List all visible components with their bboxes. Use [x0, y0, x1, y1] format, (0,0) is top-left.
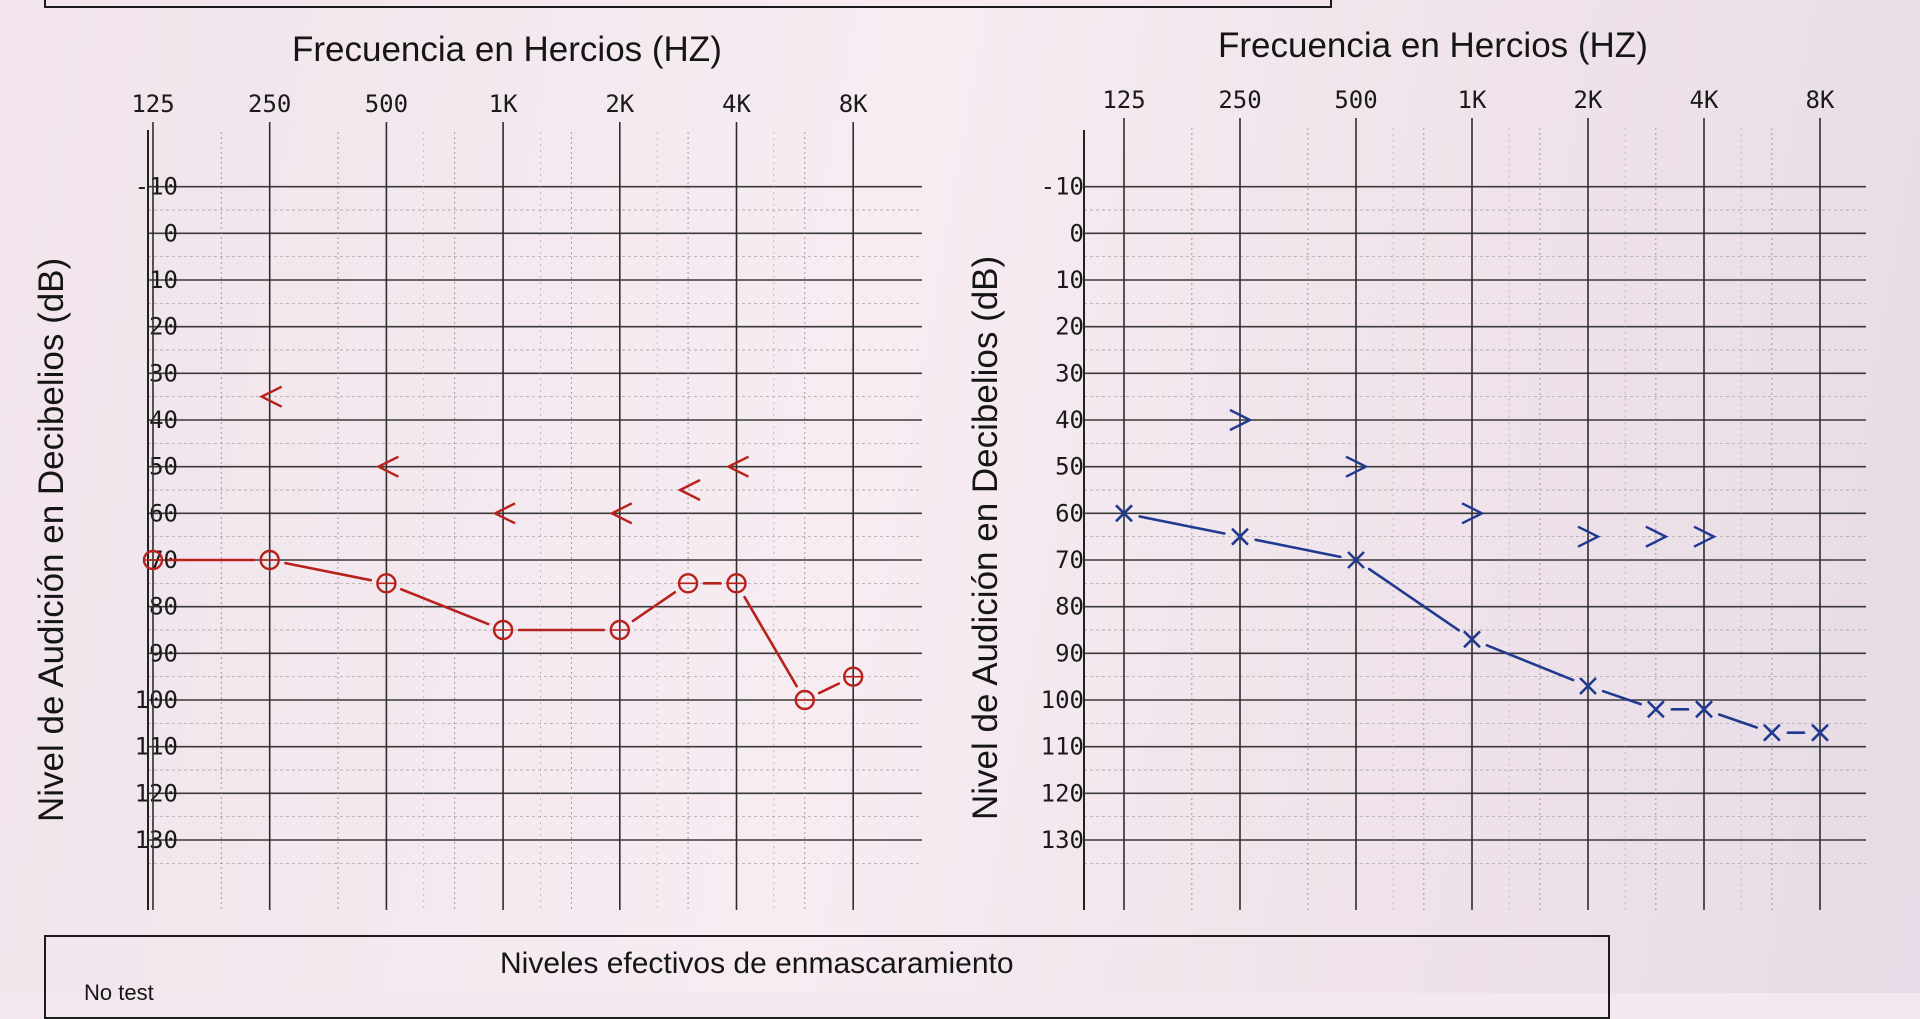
series-connector-line: [284, 561, 373, 582]
y-tick-label: 40: [1055, 406, 1084, 434]
y-tick-label: 10: [149, 266, 178, 294]
bone-conduction-right-marker: [1229, 408, 1253, 432]
series-connector-line: [1717, 713, 1759, 729]
y-tick-label: 120: [1041, 779, 1084, 807]
x-tick-label: 8K: [839, 90, 868, 118]
y-tick-label: 20: [1055, 313, 1084, 341]
series-connector-line: [1367, 567, 1461, 632]
x-tick-label: 250: [1218, 86, 1261, 114]
right-audiogram: -10 0 10 20 30 40 50 60 70 80 90 100 110 120 130 125 250…: [1041, 86, 1866, 910]
top-form-box: [44, 0, 1332, 8]
x-tick-label: 125: [131, 90, 174, 118]
no-test-note: No test: [84, 980, 154, 1005]
y-tick-label: 30: [1055, 359, 1084, 387]
y-tick-label: 50: [1055, 453, 1084, 481]
y-tick-label: 30: [149, 359, 178, 387]
y-tick-label: -10: [1041, 173, 1084, 201]
x-tick-label: 4K: [1690, 86, 1719, 114]
left-chart-title: Frecuencia en Hercios (HZ): [292, 30, 722, 69]
bone-conduction-right-marker: [1645, 525, 1669, 548]
bone-conduction-right-marker: [1577, 525, 1601, 548]
y-tick-label: 50: [149, 453, 178, 481]
bone-conduction-right-marker: [1693, 525, 1717, 548]
air-conduction-x-marker: [1579, 677, 1597, 695]
bone-conduction-left-marker: [725, 455, 750, 478]
x-tick-label: 4K: [722, 90, 751, 118]
y-tick-label: 90: [149, 639, 178, 667]
y-tick-label: 80: [1055, 593, 1084, 621]
x-tick-label: 1K: [1458, 86, 1487, 114]
y-tick-label: 70: [1055, 546, 1084, 574]
air-conduction-x-marker: [1646, 700, 1665, 719]
y-tick-label: 0: [164, 219, 178, 247]
y-tick-label: 110: [135, 733, 178, 761]
masking-levels-title: Niveles efectivos de enmascaramiento: [500, 947, 1014, 980]
x-tick-label: 2K: [605, 90, 634, 118]
bone-conduction-right-marker: [1345, 455, 1369, 478]
bone-conduction-left-marker: [492, 502, 516, 525]
y-tick-label: 60: [1055, 499, 1084, 527]
bone-conduction-left-marker: [609, 502, 633, 525]
bone-conduction-left-marker: [375, 455, 399, 478]
series-connector-line: [1601, 689, 1643, 706]
y-tick-label: 20: [149, 313, 178, 341]
series-connector-line: [1138, 515, 1226, 535]
y-tick-label: 10: [1055, 266, 1084, 294]
y-tick-label: 40: [149, 406, 178, 434]
x-tick-label: 250: [248, 90, 291, 118]
series-connector-line: [1485, 644, 1575, 682]
air-conduction-x-marker: [1463, 630, 1481, 649]
x-tick-label: 500: [1334, 86, 1377, 114]
x-tick-label: 1K: [489, 90, 518, 118]
bone-conduction-left-marker: [259, 385, 283, 408]
series-connector-line: [743, 595, 798, 688]
air-conduction-x-marker: [1695, 700, 1713, 719]
y-tick-label: 100: [1041, 686, 1084, 714]
y-tick-label: 0: [1070, 219, 1084, 247]
series-connector-line: [399, 587, 490, 626]
series-connector-line: [631, 591, 677, 623]
bone-conduction-left-marker: [677, 478, 701, 502]
y-tick-label: 80: [149, 593, 178, 621]
y-tick-label: 130: [1041, 826, 1084, 854]
series-connector-line: [817, 682, 841, 695]
y-tick-label: 90: [1055, 639, 1084, 667]
x-tick-label: 8K: [1806, 86, 1835, 114]
x-tick-label: 2K: [1574, 86, 1603, 114]
y-tick-label: 130: [135, 826, 178, 854]
series-connector-line: [1254, 538, 1342, 559]
y-tick-label: 120: [135, 779, 178, 807]
y-tick-label: -10: [135, 173, 178, 201]
x-tick-label: 125: [1102, 86, 1145, 114]
air-conduction-x-marker: [1762, 723, 1781, 742]
y-tick-label: 60: [149, 499, 178, 527]
air-conduction-x-marker: [1115, 504, 1133, 523]
y-tick-label: 100: [135, 686, 178, 714]
paper-background: [0, 0, 1920, 993]
air-conduction-x-marker: [1811, 723, 1829, 742]
right-chart-title: Frecuencia en Hercios (HZ): [1218, 26, 1648, 65]
air-conduction-x-marker: [1347, 551, 1365, 569]
x-tick-label: 500: [365, 90, 408, 118]
air-conduction-x-marker: [1231, 527, 1249, 546]
y-tick-label: 110: [1041, 733, 1084, 761]
bone-conduction-right-marker: [1461, 502, 1485, 525]
